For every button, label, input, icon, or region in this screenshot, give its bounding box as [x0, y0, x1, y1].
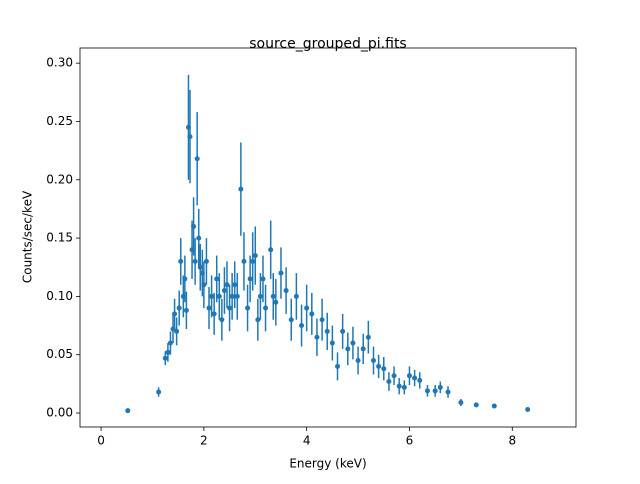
data-point — [224, 282, 230, 288]
data-point — [360, 346, 366, 352]
data-point — [365, 334, 371, 340]
data-point — [232, 282, 238, 288]
data-point — [401, 384, 407, 390]
data-point — [335, 363, 341, 369]
data-point — [238, 186, 244, 192]
data-point — [396, 383, 402, 389]
data-point — [406, 373, 412, 379]
data-point — [417, 377, 423, 383]
data-point — [234, 293, 240, 299]
data-point — [247, 276, 253, 282]
data-point — [268, 247, 274, 253]
data-point — [257, 293, 263, 299]
data-point — [491, 403, 497, 409]
x-axis-label: Energy (keV) — [289, 457, 366, 471]
data-point — [194, 156, 200, 162]
data-point — [424, 388, 430, 394]
y-axis-label: Counts/sec/keV — [21, 190, 35, 283]
data-point — [221, 288, 227, 294]
y-tick-label: 0.00 — [46, 406, 73, 420]
data-point — [214, 276, 220, 282]
data-point — [196, 235, 202, 241]
data-point — [432, 388, 438, 394]
data-point — [270, 293, 276, 299]
x-tick-label: 8 — [508, 434, 516, 448]
data-point — [255, 317, 261, 323]
data-point — [329, 340, 335, 346]
data-point — [174, 328, 180, 334]
data-point — [176, 305, 182, 311]
data-point — [391, 373, 397, 379]
data-point — [172, 311, 178, 317]
y-tick-label: 0.15 — [46, 231, 73, 245]
data-point — [473, 402, 479, 408]
data-point — [197, 264, 203, 270]
data-point — [211, 311, 217, 317]
data-point — [219, 317, 225, 323]
data-point — [162, 355, 168, 361]
data-point — [283, 288, 289, 294]
data-point — [340, 328, 346, 334]
data-point — [229, 293, 235, 299]
data-point — [273, 299, 279, 305]
chart-title: source_grouped_pi.fits — [249, 36, 406, 52]
y-tick-label: 0.30 — [46, 56, 73, 70]
data-point — [370, 358, 376, 364]
data-point — [182, 276, 188, 282]
data-point — [178, 258, 184, 264]
data-point — [216, 293, 222, 299]
data-point — [304, 305, 310, 311]
data-point — [324, 328, 330, 334]
data-point — [125, 408, 131, 414]
x-tick-label: 6 — [406, 434, 414, 448]
data-point — [288, 317, 294, 323]
data-point — [314, 334, 320, 340]
data-point — [165, 349, 171, 355]
data-point — [412, 375, 418, 381]
data-point — [278, 270, 284, 276]
data-point — [201, 282, 207, 288]
data-point — [260, 276, 266, 282]
data-point — [458, 400, 464, 406]
x-tick-label: 4 — [303, 434, 311, 448]
data-point — [206, 305, 212, 311]
data-point — [187, 134, 193, 140]
data-point — [386, 379, 392, 385]
data-point — [203, 258, 209, 264]
x-tick-label: 0 — [97, 434, 105, 448]
data-point — [299, 323, 305, 329]
y-tick-label: 0.25 — [46, 114, 73, 128]
data-point — [250, 258, 256, 264]
y-tick-label: 0.05 — [46, 347, 73, 361]
data-point — [437, 384, 443, 390]
axes-frame — [79, 47, 577, 428]
data-point — [191, 223, 197, 229]
data-point — [167, 340, 173, 346]
data-point — [263, 305, 269, 311]
data-point — [355, 358, 361, 364]
data-point — [209, 293, 215, 299]
data-point — [252, 253, 258, 259]
data-point — [376, 363, 382, 369]
data-point — [156, 389, 162, 395]
data-point — [293, 293, 299, 299]
data-point — [319, 317, 325, 323]
data-point — [525, 407, 531, 413]
data-point — [245, 305, 251, 311]
data-point — [192, 258, 198, 264]
data-point — [227, 305, 233, 311]
data-point — [309, 311, 315, 317]
data-point — [381, 366, 387, 372]
y-tick-label: 0.10 — [46, 289, 73, 303]
data-point — [241, 258, 247, 264]
x-tick-label: 2 — [200, 434, 208, 448]
data-point — [445, 389, 451, 395]
data-point — [183, 307, 189, 313]
y-tick-label: 0.20 — [46, 172, 73, 186]
data-point — [345, 346, 351, 352]
data-point — [350, 340, 356, 346]
